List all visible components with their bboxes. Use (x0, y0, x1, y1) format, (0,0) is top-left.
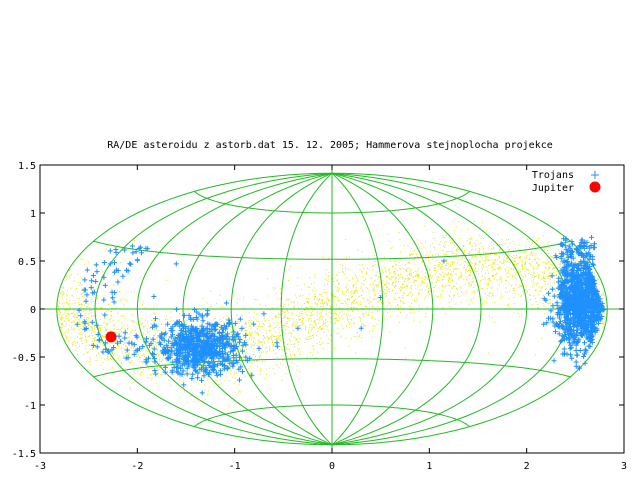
x-tick-label: 0 (329, 461, 335, 472)
y-tick-label: 1 (30, 209, 36, 220)
y-tick-label: -0.5 (12, 353, 36, 364)
x-tick-label: 3 (621, 461, 627, 472)
y-tick-label: 0 (30, 305, 36, 316)
trojan-markers (74, 234, 607, 396)
y-tick-label: -1 (24, 401, 36, 412)
x-tick-label: -3 (34, 461, 46, 472)
jupiter-point (105, 331, 117, 343)
legend-marker-jupiter (589, 181, 601, 193)
y-axis: 1.5 1 0.5 0 -0.5 -1 -1.5 (12, 161, 624, 460)
legend: Trojans Jupiter (532, 170, 601, 194)
x-tick-label: 2 (524, 461, 530, 472)
x-tick-label: 1 (426, 461, 432, 472)
y-tick-label: -1.5 (12, 449, 36, 460)
trojan-points (74, 234, 607, 396)
x-tick-label: -2 (131, 461, 143, 472)
jupiter-marker (105, 331, 117, 343)
x-axis: -3 -2 -1 0 1 2 3 (34, 165, 627, 472)
x-tick-label: -1 (229, 461, 241, 472)
graticule (40, 165, 624, 453)
y-tick-label: 1.5 (18, 161, 36, 172)
asteroid-points (57, 204, 608, 423)
asteroid-band (57, 204, 608, 423)
y-tick-label: 0.5 (18, 257, 36, 268)
legend-marker-trojans (591, 171, 599, 179)
chart-title: RA/DE asteroidu z astorb.dat 15. 12. 200… (107, 140, 553, 151)
legend-label-jupiter: Jupiter (532, 183, 574, 194)
legend-label-trojans: Trojans (532, 170, 574, 181)
